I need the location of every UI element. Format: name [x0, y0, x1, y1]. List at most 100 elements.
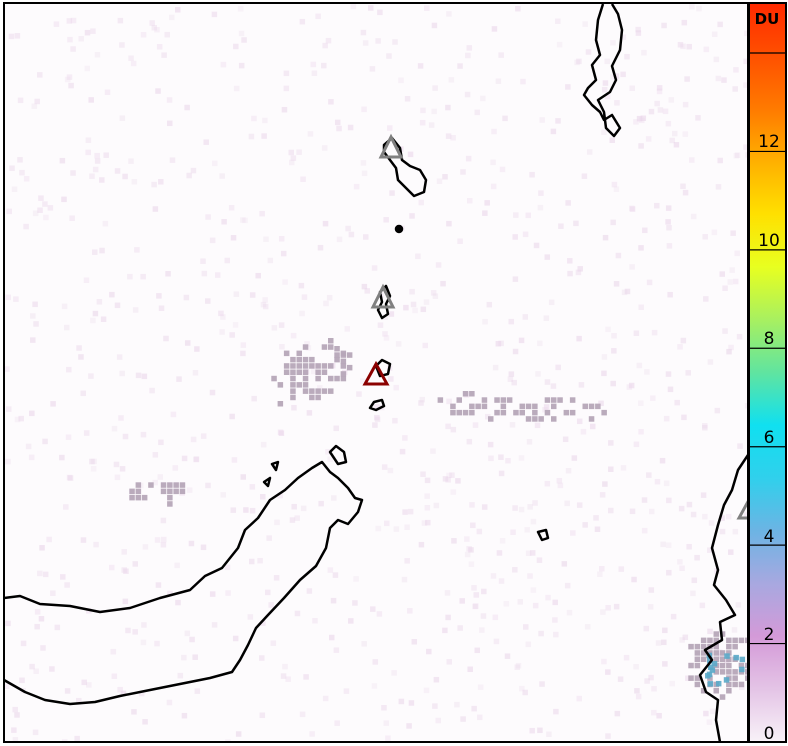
so2-pixel [328, 375, 334, 382]
so2-pixel [706, 719, 713, 725]
so2-pixel [569, 409, 576, 416]
so2-pixel [477, 684, 484, 690]
so2-pixel [593, 515, 599, 521]
so2-pixel [161, 52, 167, 58]
so2-pixel [345, 225, 351, 232]
so2-pixel [493, 638, 500, 645]
so2-pixel [228, 205, 235, 211]
so2-pixel [482, 210, 488, 216]
so2-pixel [181, 455, 188, 462]
so2-pixel [296, 149, 302, 155]
so2-pixel [388, 376, 394, 382]
so2-pixel [424, 505, 431, 511]
so2-pixel [260, 494, 266, 500]
so2-pixel [424, 5, 430, 11]
so2-pixel [315, 375, 321, 382]
so2-pixel [129, 494, 135, 501]
so2-pixel [719, 662, 726, 669]
so2-pixel [281, 106, 288, 113]
so2-pixel [484, 200, 490, 206]
so2-pixel [321, 388, 328, 394]
so2-pixel [728, 344, 734, 351]
so2-pixel [733, 67, 739, 73]
so2-pixel [674, 399, 680, 406]
so2-pixel [135, 488, 142, 495]
so2-pixel [96, 299, 103, 305]
so2-pixel [377, 9, 383, 16]
so2-pixel [114, 474, 121, 481]
so2-pixel [119, 115, 126, 121]
so2-pixel [640, 115, 647, 121]
so2-pixel [92, 166, 99, 173]
so2-pixel [67, 36, 73, 43]
so2-pixel [151, 181, 157, 188]
so2-pixel [61, 303, 68, 310]
so2-pixel [200, 258, 206, 264]
so2-pixel [389, 190, 395, 196]
so2-pixel [161, 536, 167, 543]
so2-pixel [317, 244, 324, 251]
so2-pixel [613, 281, 620, 287]
so2-pixel [212, 160, 218, 167]
so2-pixel [646, 279, 653, 286]
so2-pixel [613, 186, 620, 192]
so2-pixel [307, 131, 314, 137]
so2-pixel [738, 637, 745, 644]
so2-pixel [119, 370, 125, 377]
so2-pixel [455, 478, 461, 484]
so2-pixel [277, 492, 283, 499]
so2-pixel [189, 636, 195, 643]
so2-pixel [605, 669, 611, 675]
so2-pixel [425, 519, 431, 526]
so2-pixel [709, 667, 716, 673]
so2-pixel [557, 397, 563, 403]
so2-pixel [713, 643, 719, 650]
so2-pixel [315, 388, 321, 394]
so2-pixel [636, 115, 643, 122]
so2-pixel [702, 513, 708, 520]
so2-pixel [702, 423, 708, 429]
so2-pixel [450, 426, 457, 433]
so2-pixel [629, 264, 635, 270]
so2-pixel [291, 503, 297, 510]
so2-pixel [392, 417, 398, 424]
so2-pixel [32, 301, 38, 308]
so2-pixel [334, 119, 341, 126]
so2-pixel [142, 719, 148, 725]
so2-pixel [152, 452, 159, 458]
so2-pixel [33, 668, 39, 674]
so2-pixel [127, 273, 133, 280]
so2-pixel [4, 366, 10, 372]
so2-pixel [556, 41, 563, 48]
so2-pixel [703, 296, 709, 302]
so2-pixel [464, 551, 471, 558]
so2-pixel [585, 49, 592, 55]
so2-pixel [410, 301, 417, 308]
so2-pixel [713, 650, 719, 656]
so2-pixel [512, 505, 518, 511]
so2-pixel [381, 464, 388, 470]
so2-pixel [377, 322, 384, 328]
so2-pixel [203, 139, 209, 145]
so2-pixel [11, 727, 17, 733]
so2-pixel [552, 617, 558, 623]
so2-pixel [475, 403, 481, 410]
so2-pixel [383, 217, 389, 223]
so2-pixel [519, 685, 525, 692]
so2-pixel [302, 375, 309, 382]
so2-pixel [321, 62, 327, 69]
so2-pixel [690, 213, 697, 220]
so2-pixel [617, 676, 624, 682]
so2-pixel [502, 115, 508, 122]
so2-pixel [280, 250, 287, 257]
so2-pixel [361, 106, 367, 113]
so2-pixel [188, 540, 195, 547]
so2-pixel [85, 149, 91, 156]
so2-pixel [158, 439, 164, 446]
so2-pixel [651, 709, 657, 716]
so2-pixel [34, 623, 40, 630]
so2-pixel [449, 472, 455, 478]
so2-pixel [141, 622, 147, 628]
so2-pixel [43, 214, 49, 221]
so2-pixel [680, 337, 687, 344]
